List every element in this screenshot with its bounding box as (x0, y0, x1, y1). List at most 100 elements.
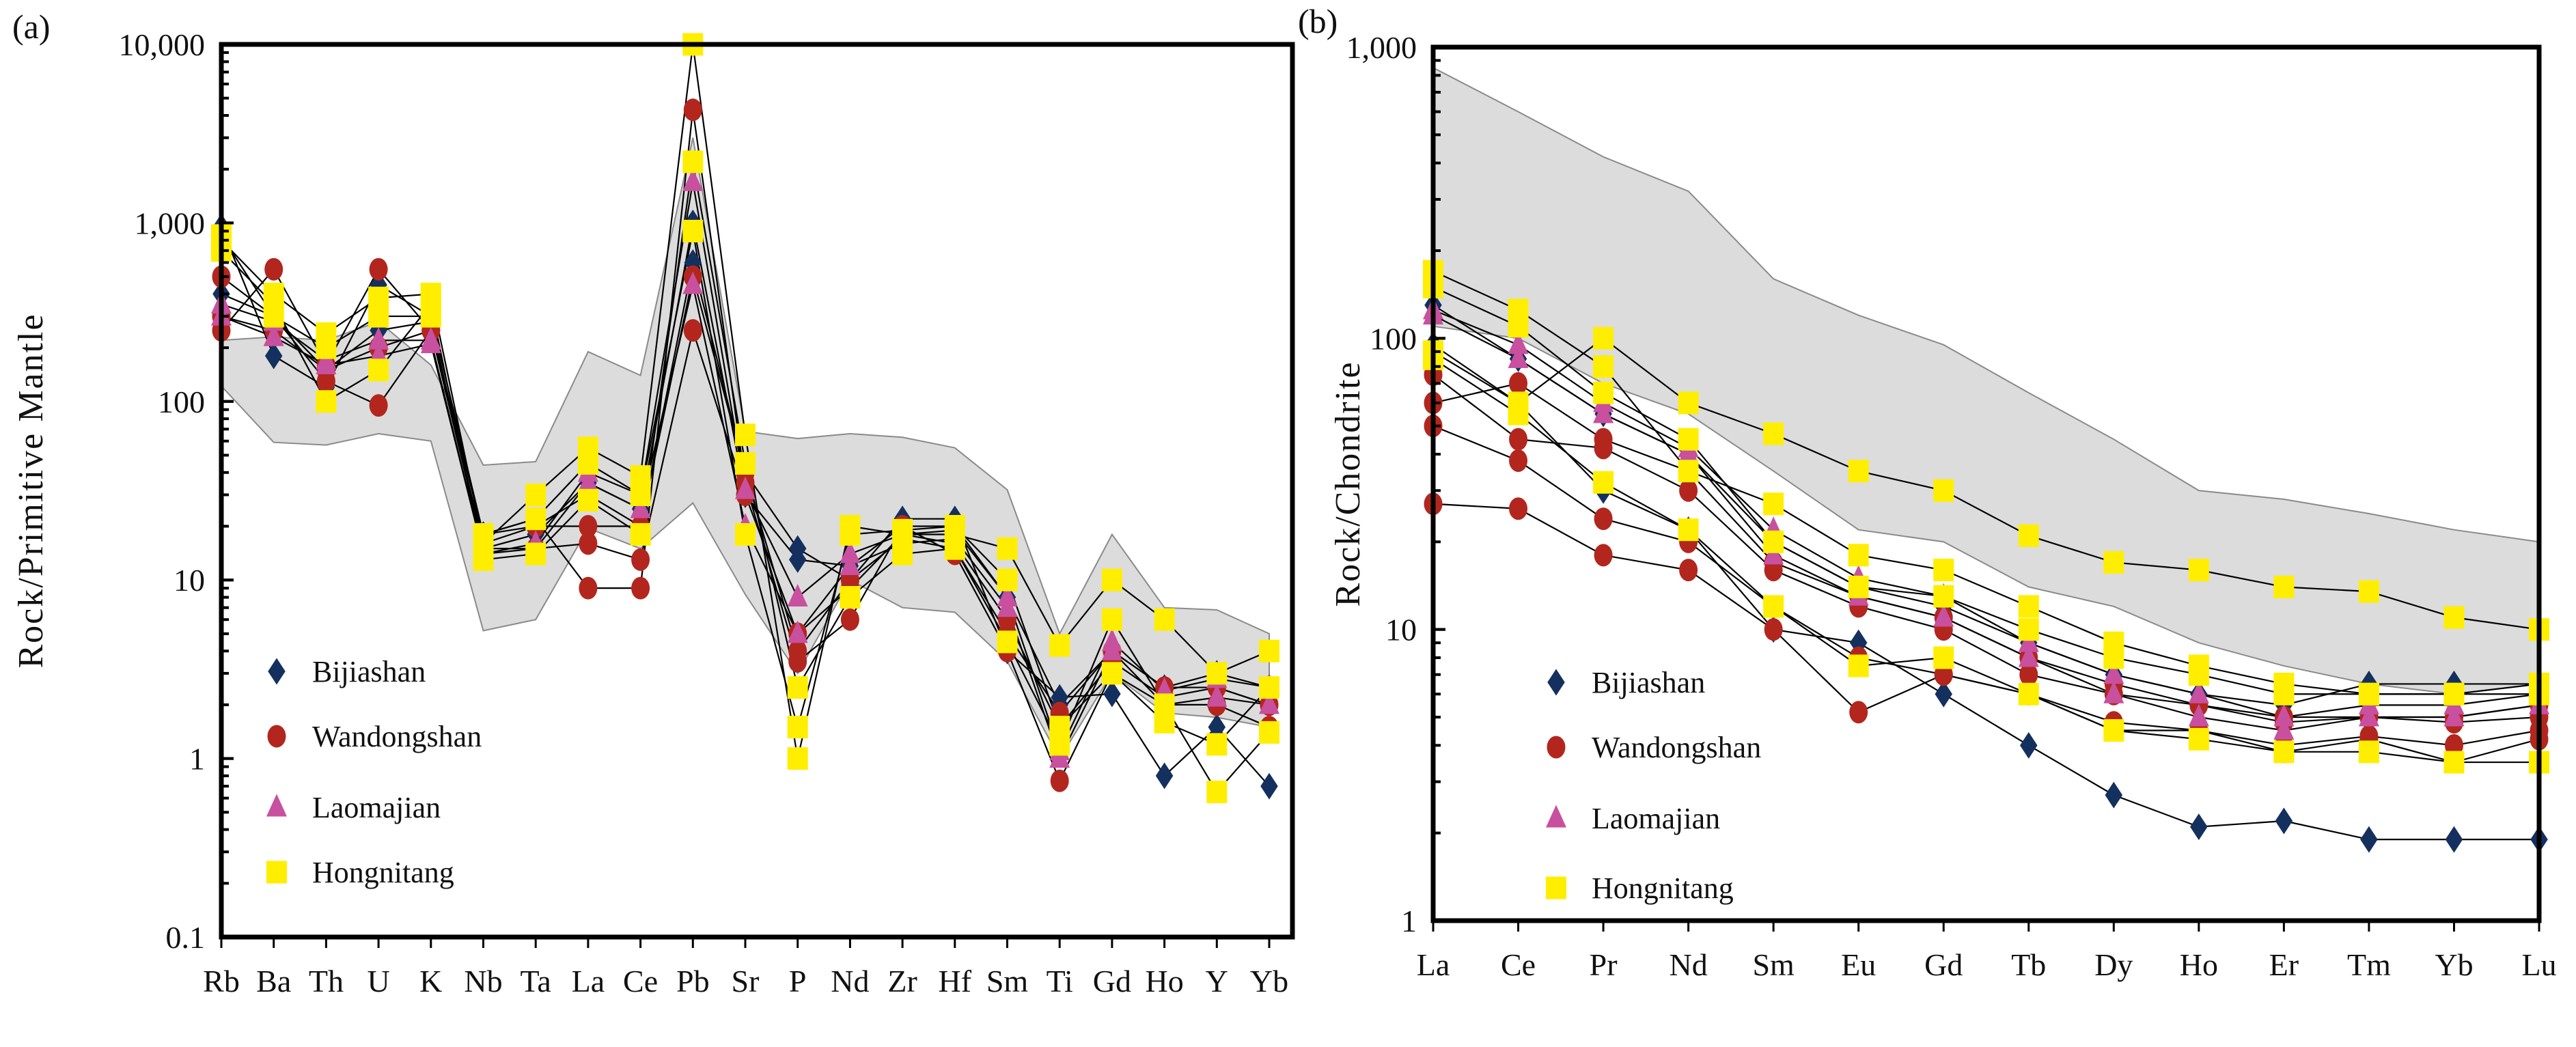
sample-line-hongnitang (1432, 286, 2540, 695)
data-point-hongnitang (997, 630, 1018, 654)
x-tick-label: Lu (2521, 947, 2556, 982)
data-point-hongnitang (1933, 559, 1954, 582)
legend-label: Bijiashan (312, 655, 426, 688)
data-point-hongnitang (263, 305, 284, 328)
data-point-laomajian (1508, 345, 1529, 368)
x-tick-label: Nd (831, 964, 869, 999)
data-point-wandongshan (683, 319, 702, 342)
data-point-wandongshan (1594, 428, 1613, 451)
data-point-hongnitang (2273, 575, 2295, 598)
data-point-hongnitang (787, 676, 808, 699)
data-point-bijiashan (2105, 781, 2123, 809)
x-tick-label: Ho (2180, 947, 2218, 982)
data-point-hongnitang (1678, 391, 1699, 415)
data-point-laomajian (316, 351, 337, 374)
data-point-hongnitang (1933, 479, 1954, 502)
data-point-hongnitang (420, 305, 441, 328)
data-point-hongnitang (787, 747, 808, 770)
data-point-hongnitang (473, 522, 494, 546)
data-point-wandongshan (579, 576, 598, 600)
data-point-hongnitang (1259, 676, 1279, 699)
data-point-laomajian (1259, 691, 1279, 714)
data-point-hongnitang (2188, 559, 2209, 582)
sample-line-wandongshan (1432, 425, 2540, 746)
data-point-hongnitang (1206, 662, 1228, 685)
legend-label: Wandongshan (1592, 731, 1761, 764)
data-point-laomajian (630, 495, 651, 518)
legend-item-laomajian: Laomajian (1546, 802, 1720, 835)
data-point-bijiashan (1935, 680, 1952, 708)
legend-label: Bijiashan (1592, 666, 1705, 699)
data-point-hongnitang (2018, 595, 2039, 618)
legend-item-wandongshan: Wandongshan (267, 720, 482, 753)
data-point-bijiashan (1103, 680, 1121, 708)
data-point-hongnitang (1593, 471, 1614, 494)
data-point-hongnitang (1154, 608, 1175, 631)
data-point-hongnitang (1933, 585, 1954, 608)
data-point-laomajian (1508, 331, 1529, 354)
data-point-bijiashan (2020, 731, 2038, 759)
legend-triangle-icon (266, 794, 287, 817)
data-point-hongnitang (525, 483, 546, 506)
data-point-laomajian (2443, 703, 2465, 727)
data-point-hongnitang (944, 515, 965, 538)
data-point-laomajian (787, 584, 808, 607)
sample-line-hongnitang (1432, 270, 2539, 695)
data-point-bijiashan (1260, 772, 1278, 800)
data-point-laomajian (2103, 661, 2124, 684)
data-point-laomajian (735, 476, 756, 499)
data-point-laomajian (420, 331, 441, 354)
x-tick-label: Pb (676, 964, 710, 999)
data-point-hongnitang (2103, 550, 2124, 574)
data-point-laomajian (263, 323, 284, 346)
data-point-laomajian (577, 469, 598, 492)
data-point-laomajian (2188, 703, 2209, 727)
data-point-bijiashan (788, 546, 807, 573)
data-point-hongnitang (1259, 721, 1279, 744)
data-point-hongnitang (1049, 716, 1070, 739)
data-point-laomajian (1763, 542, 1784, 565)
legend-label: Hongnitang (312, 856, 454, 889)
data-point-hongnitang (1593, 381, 1614, 404)
data-point-hongnitang (1848, 654, 1869, 678)
data-point-wandongshan (1594, 544, 1613, 567)
data-point-laomajian (1206, 684, 1228, 707)
x-tick-label: Sr (732, 964, 760, 999)
data-point-hongnitang (2358, 740, 2379, 764)
sample-line-hongnitang (1432, 358, 2539, 764)
data-point-hongnitang (2273, 682, 2295, 706)
data-point-bijiashan (1155, 762, 1174, 790)
legend-diamond-icon (1547, 669, 1565, 696)
data-point-wandongshan (369, 257, 388, 281)
data-point-laomajian (997, 594, 1018, 617)
data-point-hongnitang (2443, 682, 2465, 706)
data-point-wandongshan (1509, 428, 1528, 451)
data-point-wandongshan (788, 639, 807, 662)
sample-line-laomajian (1432, 309, 2540, 718)
data-point-hongnitang (1508, 315, 1529, 338)
x-tick-label: U (367, 964, 389, 999)
data-point-wandongshan (840, 608, 859, 631)
data-point-laomajian (2273, 703, 2295, 727)
x-tick-label: Eu (1841, 947, 1876, 982)
plot-frame (219, 42, 1295, 940)
y-tick-label: 1 (189, 742, 205, 777)
data-point-hongnitang (368, 359, 389, 382)
data-point-hongnitang (2358, 682, 2379, 706)
data-point-hongnitang (473, 548, 494, 571)
data-point-wandongshan (1509, 449, 1528, 472)
x-tick-label: Ti (1047, 964, 1073, 999)
data-point-laomajian (2018, 644, 2039, 667)
y-axis-title: Rock/Chondrite (1329, 361, 1368, 606)
data-point-wandongshan (1679, 559, 1698, 582)
legend-square-icon (1546, 876, 1566, 899)
data-point-hongnitang (1593, 355, 1614, 378)
data-point-hongnitang (1763, 530, 1784, 553)
x-tick-label: Ce (623, 964, 658, 999)
data-point-hongnitang (2103, 646, 2124, 669)
data-point-hongnitang (2018, 618, 2039, 641)
data-point-laomajian (787, 620, 808, 643)
data-point-wandongshan (579, 515, 598, 538)
legend: Bijiashan Wandongshan Laomajian Hongnitang (266, 655, 482, 889)
x-tick-label: Ce (1501, 947, 1536, 982)
